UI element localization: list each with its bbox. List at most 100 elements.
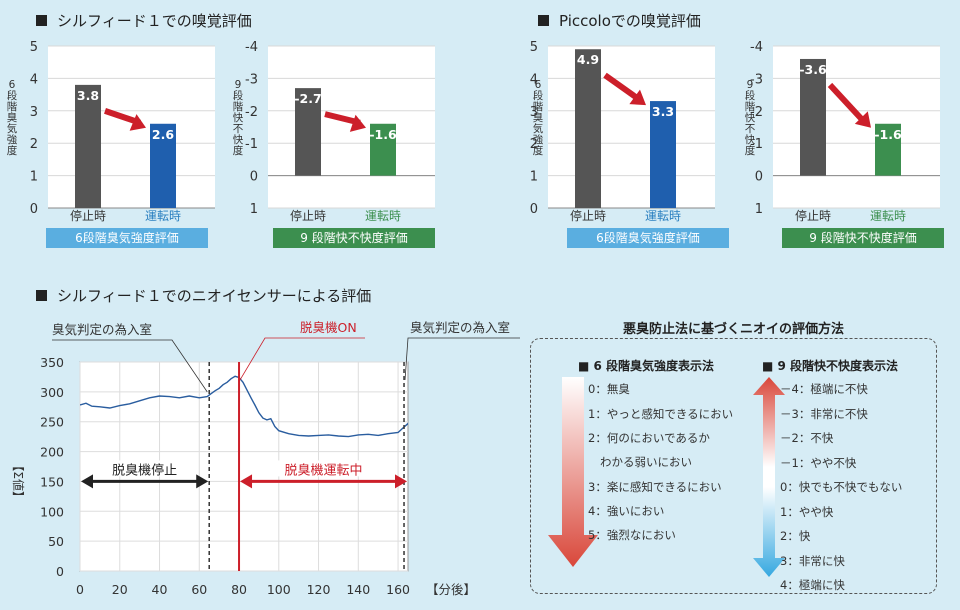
bar [650,101,676,208]
y-tick-label: 4 [530,72,538,87]
span-label: 脱臭機停止 [112,462,177,478]
trend-arrow-head [854,111,871,128]
bar [875,123,901,176]
intensity-scale-heading: ■ 6 段階臭気強度表示法 [578,359,715,373]
intensity-scale-item: 5：強烈なにおい [588,528,676,542]
x-axis-label: 【分後】 [426,582,476,597]
x-tick-label: 運転時 [870,209,906,223]
comfort-scale-item: 4：極端に快 [780,578,845,592]
y-tick-label: 4 [30,72,38,87]
span-label: 脱臭機運転中 [285,463,363,478]
chart-footer-tag: 6段階臭気強度評価 [46,228,208,248]
piccolo-discomfort-chart: -4 -3 -2 -1 0 1 -3.6 停止時 -1.6 運転時 [750,40,940,223]
bar [575,49,601,209]
comfort-scale-item: 1：やや快 [780,504,834,519]
x-tick-label: 運転時 [645,209,681,223]
chart-footer-tag: 9 段階快不快度評価 [273,228,435,248]
legend-title: 悪臭防止法に基づくニオイの評価方法 [622,322,844,337]
y-tick-label: -3 [245,72,258,87]
bar [150,123,176,208]
intensity-gradient-arrow [548,377,598,567]
y-tick-label: 5 [30,40,38,55]
comfort-gradient-arrow [753,377,785,577]
x-tick-label: 0 [76,582,84,597]
y-tick-label: 5 [530,40,538,55]
y-tick-label: 50 [48,534,64,549]
sensor-series-line [80,375,408,438]
arrow-head [81,474,93,489]
x-tick-label: 80 [231,582,247,597]
x-tick-label: 停止時 [290,208,326,223]
leader-line [239,337,365,381]
y-tick-label: 1 [530,170,538,185]
y-tick-label: 300 [40,385,64,400]
x-tick-label: 運転時 [145,209,181,223]
x-tick-label: 120 [307,582,331,597]
bar-value-label: -2.7 [294,91,321,106]
piccolo-smell-heading: Piccoloでの嗅覚評価 [538,10,701,31]
intensity-scale-item: 3：楽に感知できるにおい [588,480,722,494]
comfort-scale-item: 0：快でも不快でもない [780,480,903,494]
marker-label: 脱臭機ON [300,320,357,335]
bar-value-label: 3.3 [652,104,674,119]
y-tick-label: -4 [245,40,258,55]
bar-value-label: -1.6 [369,127,397,142]
y-tick-label: 100 [40,504,64,519]
span-label-bg [104,460,185,477]
y-tick-label: 250 [40,415,64,430]
heading-text: Piccoloでの嗅覚評価 [559,12,701,30]
y-tick-label: 0 [30,202,38,217]
evaluation-method-legend [530,338,937,594]
y-tick-label: -1 [750,137,763,152]
sensor-eval-heading: シルフィード１でのニオイセンサーによる評価 [36,285,371,306]
x-tick-label: 40 [152,582,168,597]
x-tick-label: 停止時 [70,208,106,223]
x-tick-label: 160 [386,582,410,597]
x-tick-label: 停止時 [795,208,831,223]
y-tick-label: 350 [40,355,64,370]
bar [370,123,396,176]
x-tick-label: 停止時 [570,208,606,223]
comfort-scale-heading: ■ 9 段階快不快度表示法 [762,359,899,373]
heading-text: シルフィード１でのニオイセンサーによる評価 [57,287,372,305]
x-tick-label: 100 [267,582,291,597]
y-tick-label: 2 [530,137,538,152]
x-tick-label: 運転時 [365,209,401,223]
y-tick-label: 3 [30,105,38,120]
y-tick-label: -4 [750,40,763,55]
bar-value-label: -3.6 [799,62,827,77]
y-tick-label: 1 [30,170,38,185]
trend-arrow-head [129,114,146,131]
arrow-head [240,474,253,489]
plot-area [548,46,715,208]
square-bullet-icon [538,15,549,26]
y-tick-label: -2 [245,105,258,120]
bar-value-label: 4.9 [577,52,599,67]
y-tick-label: 0 [530,202,538,217]
square-bullet-icon [36,290,47,301]
comfort-scale-item: －4：極端に不快 [780,382,868,396]
marker-label: 臭気判定の為入室 [410,320,510,335]
intensity-scale-item: わかる弱いにおい [600,455,692,469]
x-tick-label: 20 [112,582,128,597]
y-axis-label: 【Σ値】 [11,459,26,503]
comfort-scale-item: 3：非常に快 [780,553,845,568]
bar-value-label: 3.8 [77,88,99,103]
trend-arrow [603,72,642,103]
arrow-head [196,474,209,489]
leader-line [52,339,208,393]
bar [295,88,321,176]
comfort-scale-item: －2：不快 [780,431,834,445]
y-tick-label: 0 [56,564,64,579]
sylphide-smell-heading: シルフィード１での嗅覚評価 [36,10,252,31]
y-tick-label: 1 [250,202,258,217]
span-label-bg [275,460,372,477]
intensity-scale-item: 1：やっと感知できるにおい [588,407,734,421]
bar [75,84,101,208]
sylphide-intensity-chart: 5 4 3 2 1 0 3.8 停止時 2.6 運転時 [30,40,215,223]
y-tick-label: 1 [755,202,763,217]
leader-line [404,337,520,380]
